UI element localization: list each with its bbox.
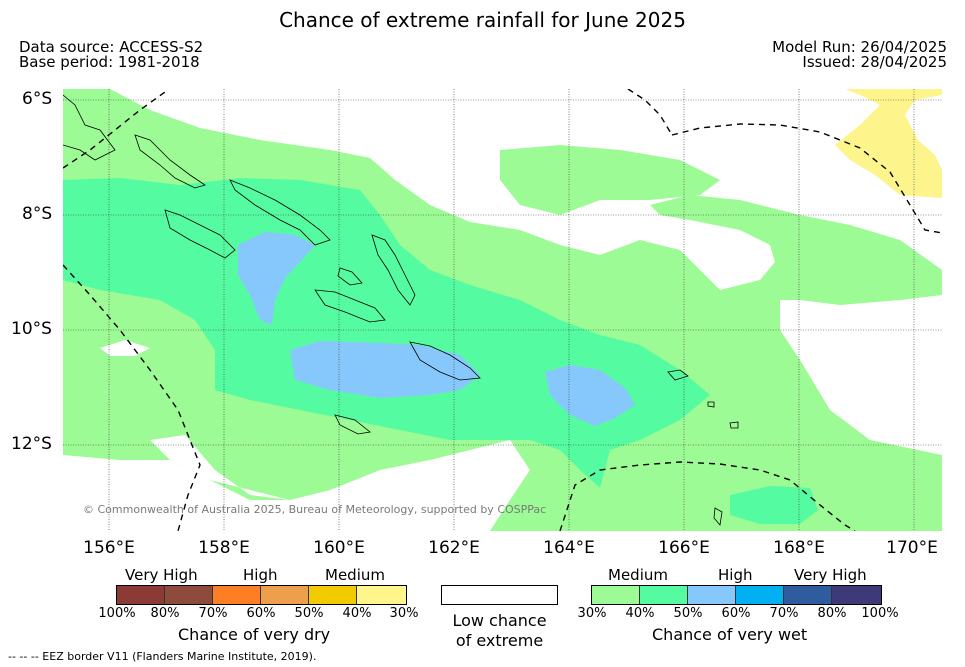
dry-category-medium: Medium	[325, 566, 385, 584]
region-low-chance-southwest	[150, 435, 290, 500]
dry-legend-title: Chance of very dry	[178, 625, 331, 644]
dry-tick: 70%	[198, 606, 228, 621]
wet-tick: 100%	[861, 606, 899, 621]
dry-category-very-high: Very High	[125, 566, 198, 584]
island-vanuatu-north	[713, 507, 723, 526]
wet-tick: 80%	[817, 606, 847, 621]
wet-colorbar	[591, 585, 882, 605]
region-very-high-wet-north	[238, 232, 315, 325]
region-very-high-wet-east	[545, 365, 635, 426]
wet-tick: 50%	[673, 606, 703, 621]
island-rennell	[334, 414, 371, 435]
dry-tick: 30%	[389, 606, 419, 621]
dry-tick: 50%	[294, 606, 324, 621]
island-new-georgia	[164, 209, 236, 259]
lon-label-170e: 170°E	[886, 538, 938, 558]
wet-swatch-60-70	[736, 586, 784, 604]
region-low-chance-west	[100, 340, 150, 356]
graticule	[63, 89, 942, 531]
low-chance-swatch	[441, 585, 558, 605]
wet-tick: 60%	[721, 606, 751, 621]
rainfall-map	[63, 89, 942, 531]
region-high-wet	[63, 178, 710, 488]
island-png-coast	[63, 94, 116, 161]
wet-category-medium: Medium	[608, 566, 668, 584]
dry-swatch-40-50	[309, 586, 357, 604]
copyright-notice: © Commonwealth of Australia 2025, Bureau…	[83, 503, 547, 516]
wet-swatch-80-100	[832, 586, 881, 604]
island-santa-cruz	[667, 369, 689, 381]
region-very-high-wet-central	[290, 341, 480, 398]
dry-tick: 100%	[98, 606, 136, 621]
island-santa-isabel	[337, 267, 363, 286]
lon-label-168e: 168°E	[773, 538, 825, 558]
dry-tick: 80%	[150, 606, 180, 621]
wet-swatch-70-80	[784, 586, 832, 604]
map-title: Chance of extreme rainfall for June 2025	[279, 8, 686, 32]
lon-label-164e: 164°E	[543, 538, 595, 558]
island-malaita	[371, 234, 416, 306]
island-tikopia	[729, 421, 739, 429]
island-guadalcanal	[314, 289, 386, 323]
low-chance-label-line2: of extreme	[455, 631, 544, 650]
dry-swatch-60-70	[213, 586, 261, 604]
wet-legend-title: Chance of very wet	[652, 625, 808, 644]
model-run: Model Run: 26/04/2025	[772, 38, 947, 56]
issued-date: Issued: 28/04/2025	[802, 53, 947, 71]
wet-category-very-high: Very High	[794, 566, 867, 584]
wet-tick: 30%	[577, 606, 607, 621]
lon-label-162e: 162°E	[428, 538, 480, 558]
lat-label-12s: 12°S	[11, 434, 52, 454]
data-source: Data source: ACCESS-S2	[19, 38, 204, 56]
wet-swatch-50-60	[688, 586, 736, 604]
island-bougainville	[134, 134, 206, 189]
wet-tick: 40%	[625, 606, 655, 621]
lat-label-8s: 8°S	[22, 204, 53, 224]
island-makira	[409, 341, 481, 381]
dry-swatch-50-60	[261, 586, 309, 604]
map-canvas	[63, 89, 942, 531]
lon-label-166e: 166°E	[658, 538, 710, 558]
region-medium-wet-north	[500, 145, 720, 215]
region-medium-dry	[835, 89, 942, 198]
eez-borders	[63, 89, 942, 531]
lon-label-158e: 158°E	[198, 538, 250, 558]
wet-category-high: High	[718, 566, 753, 584]
wet-swatch-40-50	[640, 586, 688, 604]
wet-swatch-30-40	[592, 586, 640, 604]
lat-label-6s: 6°S	[22, 89, 53, 109]
base-period: Base period: 1981-2018	[19, 53, 200, 71]
lon-label-160e: 160°E	[313, 538, 365, 558]
island-vanikoro	[707, 401, 715, 408]
lon-label-156e: 156°E	[83, 538, 135, 558]
eez-footnote: -- -- -- EEZ border V11 (Flanders Marine…	[8, 650, 317, 663]
dry-tick: 60%	[246, 606, 276, 621]
dry-swatch-30-40	[357, 586, 406, 604]
coastlines	[63, 94, 739, 526]
low-chance-label-line1: Low chance	[452, 611, 547, 630]
dry-colorbar	[116, 585, 407, 605]
lat-label-10s: 10°S	[11, 319, 52, 339]
dry-swatch-80-100	[117, 586, 165, 604]
region-high-wet-southeast	[730, 486, 818, 524]
dry-swatch-70-80	[165, 586, 213, 604]
island-choiseul	[229, 179, 331, 246]
dry-category-high: High	[243, 566, 278, 584]
dry-tick: 40%	[342, 606, 372, 621]
wet-tick: 70%	[769, 606, 799, 621]
